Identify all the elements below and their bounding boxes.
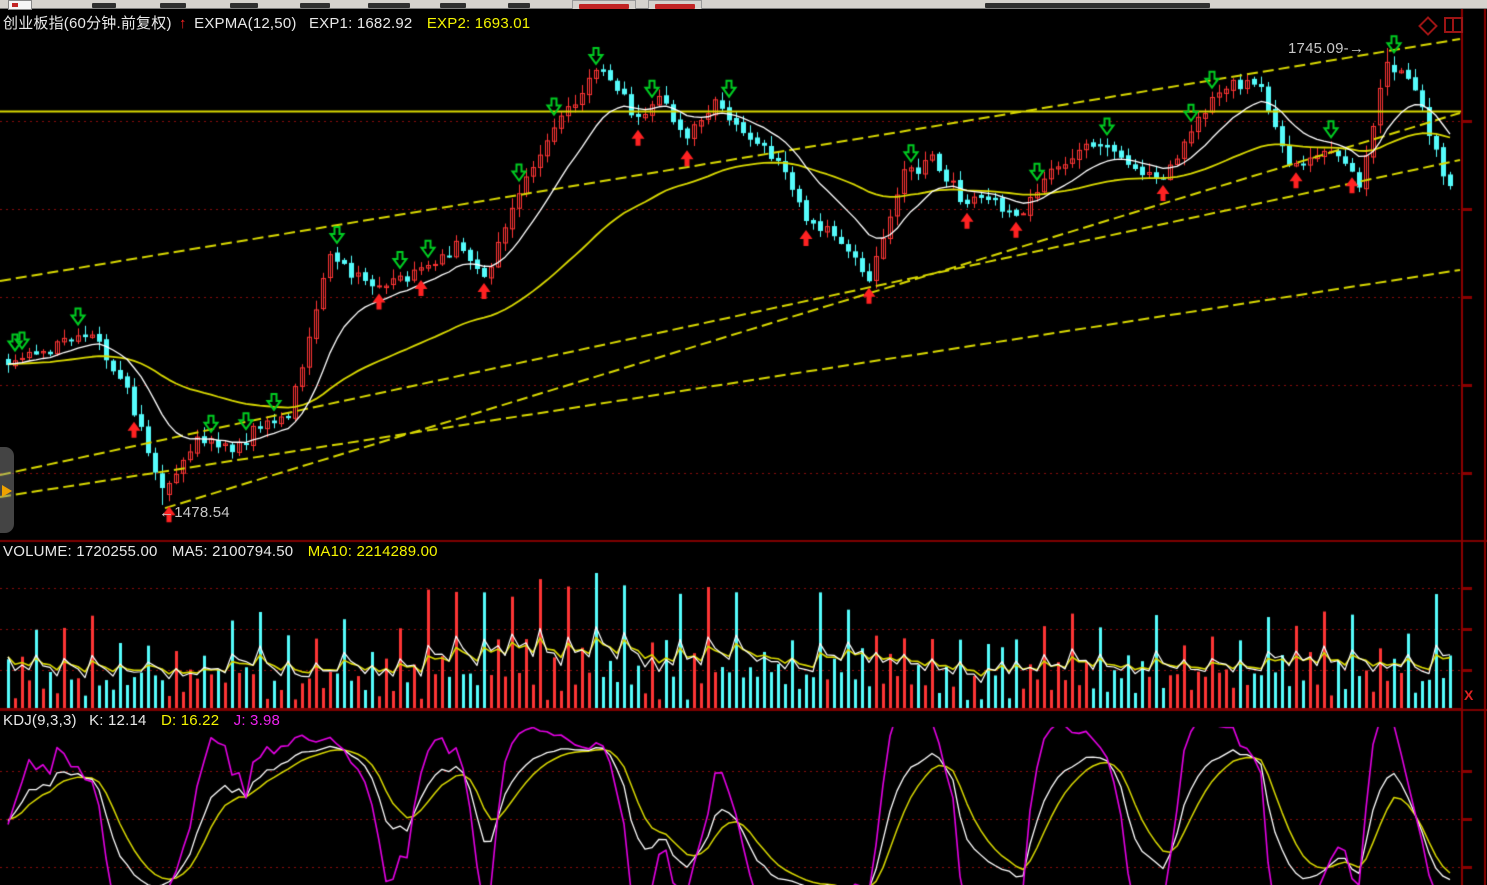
menubar-button-label: [579, 4, 629, 9]
volume-ma5-value: MA5: 2100794.50: [171, 543, 294, 560]
kdj-d-value: D: 16.22: [160, 712, 220, 729]
kdj-k-value: K: 12.14: [89, 712, 147, 729]
kdj-j-value: J: 3.98: [233, 712, 281, 729]
menubar-button[interactable]: [572, 0, 636, 9]
kdj-header: KDJ(9,3,3) K: 12.14 D: 16.22 J: 3.98: [3, 712, 280, 729]
menubar-item[interactable]: [230, 3, 258, 8]
menubar-item[interactable]: [160, 3, 186, 8]
split-window-icon[interactable]: [1444, 17, 1463, 33]
drawer-arrow-icon: [2, 485, 12, 497]
kdj-name: KDJ(9,3,3): [3, 712, 77, 729]
menubar-item[interactable]: [508, 3, 530, 8]
high-price-annotation: 1745.09-→: [1288, 40, 1365, 57]
volume-ma10-value: MA10: 2214289.00: [307, 543, 438, 560]
menubar-item[interactable]: [368, 3, 410, 8]
main-chart-header: 创业板指(60分钟.前复权) ↑ EXPMA(12,50) EXP1: 1682…: [3, 15, 530, 32]
menubar-item[interactable]: [92, 3, 116, 8]
volume-header: VOLUME: 1720255.00 MA5: 2100794.50 MA10:…: [3, 543, 438, 560]
menubar-button-label: [655, 4, 695, 9]
instrument-title: 创业板指(60分钟.前复权): [3, 15, 172, 32]
indicator-name: EXPMA(12,50): [194, 15, 297, 32]
volume-value: VOLUME: 1720255.00: [3, 543, 158, 560]
app-logo-icon[interactable]: [8, 0, 32, 10]
menubar-item[interactable]: [300, 3, 330, 8]
volume-axis-unit-label: X: [1464, 687, 1474, 703]
menubar: [0, 0, 1487, 10]
low-price-annotation: ←1478.54: [159, 504, 230, 521]
up-arrow-icon: ↑: [179, 15, 187, 32]
side-drawer-handle[interactable]: [0, 447, 14, 533]
exp1-value: EXP1: 1682.92: [308, 15, 413, 32]
menubar-status-text: [985, 3, 1210, 8]
menubar-button[interactable]: [648, 0, 702, 9]
menubar-item[interactable]: [440, 3, 466, 8]
exp2-value: EXP2: 1693.01: [426, 15, 531, 32]
